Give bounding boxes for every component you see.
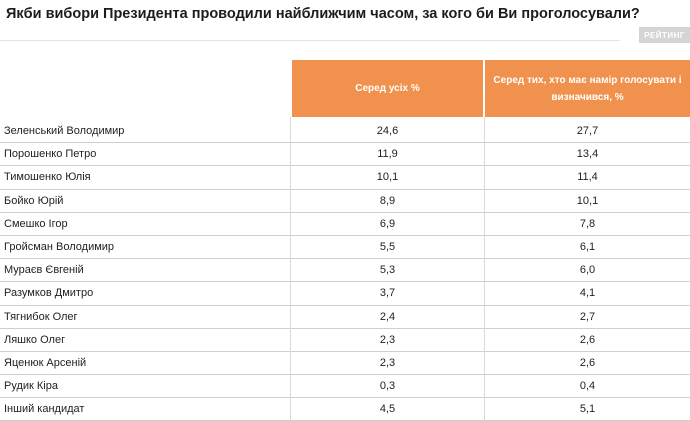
candidate-name: Гройсман Володимир xyxy=(4,240,115,253)
column-header-decided-voters: Серед тих, хто має намір голосувати і ви… xyxy=(485,60,690,117)
percent-all-respondents: 6,9 xyxy=(379,217,396,230)
percent-all-respondents: 4,5 xyxy=(379,403,396,416)
candidate-name: Бойко Юрій xyxy=(4,194,64,207)
percent-all-respondents: 8,9 xyxy=(379,194,396,207)
percent-all-respondents: 0,3 xyxy=(379,380,396,393)
percent-decided-voters: 7,8 xyxy=(579,217,596,230)
candidate-name: Тягнибок Олег xyxy=(4,310,78,323)
percent-all-respondents: 24,6 xyxy=(376,125,399,137)
table-row: Зеленський Володимир 24,6 27,7 xyxy=(0,120,690,144)
candidate-name: Разумков Дмитро xyxy=(4,287,94,300)
brand-logo: РЕЙТИНГ xyxy=(639,27,690,43)
percent-decided-voters: 2,7 xyxy=(579,310,596,323)
percent-decided-voters: 13,4 xyxy=(576,148,599,161)
results-table: Серед усіх % Серед тих, хто має намір го… xyxy=(0,60,690,421)
percent-all-respondents: 2,3 xyxy=(379,356,396,369)
table-row: Тягнибок Олег 2,4 2,7 xyxy=(0,306,690,329)
candidate-name: Рудик Кіра xyxy=(4,380,58,393)
table-row: Рудик Кіра 0,3 0,4 xyxy=(0,375,690,399)
percent-decided-voters: 2,6 xyxy=(579,333,596,346)
table-header-row: Серед усіх % Серед тих, хто має намір го… xyxy=(0,60,690,117)
percent-decided-voters: 10,1 xyxy=(576,194,599,207)
table-row: Смешко Ігор 6,9 7,8 xyxy=(0,213,690,236)
percent-all-respondents: 3,7 xyxy=(379,287,396,300)
table-row: Порошенко Петро 11,9 13,4 xyxy=(0,143,690,167)
page-title: Якби вибори Президента проводили найближ… xyxy=(6,6,640,22)
candidate-name: Мураєв Євгеній xyxy=(4,264,84,277)
table-row: Яценюк Арсеній 2,3 2,6 xyxy=(0,352,690,376)
table-row: Бойко Юрій 8,9 10,1 xyxy=(0,190,690,213)
percent-all-respondents: 10,1 xyxy=(376,171,399,184)
percent-decided-voters: 11,4 xyxy=(577,171,598,184)
percent-all-respondents: 5,5 xyxy=(379,240,396,253)
table-row: Гройсман Володимир 5,5 6,1 xyxy=(0,236,690,260)
candidate-name: Тимошенко Юлія xyxy=(4,171,91,184)
percent-decided-voters: 4,1 xyxy=(579,287,596,300)
candidate-name: Смешко Ігор xyxy=(4,217,68,230)
table-body: Зеленський Володимир 24,6 27,7 Порошенко Пе… xyxy=(0,120,690,421)
percent-all-respondents: 2,3 xyxy=(379,333,396,346)
table-row: Інший кандидат 4,5 5,1 xyxy=(0,398,690,421)
percent-decided-voters: 2,6 xyxy=(579,356,596,369)
column-divider xyxy=(484,117,485,420)
percent-decided-voters: 6,0 xyxy=(579,264,596,277)
table-row: Ляшко Олег 2,3 2,6 xyxy=(0,329,690,352)
candidate-name: Порошенко Петро xyxy=(4,148,97,161)
candidate-name: Зеленський Володимир xyxy=(4,125,125,137)
table-row: Мураєв Євгеній 5,3 6,0 xyxy=(0,259,690,283)
percent-all-respondents: 5,3 xyxy=(379,264,396,277)
percent-decided-voters: 0,4 xyxy=(579,380,596,393)
column-header-all-respondents: Серед усіх % xyxy=(292,60,483,117)
percent-decided-voters: 6,1 xyxy=(579,240,596,253)
candidate-name: Інший кандидат xyxy=(4,403,85,416)
percent-decided-voters: 27,7 xyxy=(576,125,599,137)
table-row: Разумков Дмитро 3,7 4,1 xyxy=(0,282,690,306)
table-row: Тимошенко Юлія 10,1 11,4 xyxy=(0,166,690,190)
candidate-name: Яценюк Арсеній xyxy=(4,356,87,369)
percent-all-respondents: 2,4 xyxy=(379,310,396,323)
percent-all-respondents: 11,9 xyxy=(377,148,398,161)
percent-decided-voters: 5,1 xyxy=(579,403,596,416)
candidate-name: Ляшко Олег xyxy=(4,333,66,346)
column-divider xyxy=(290,117,291,420)
divider xyxy=(0,40,620,41)
